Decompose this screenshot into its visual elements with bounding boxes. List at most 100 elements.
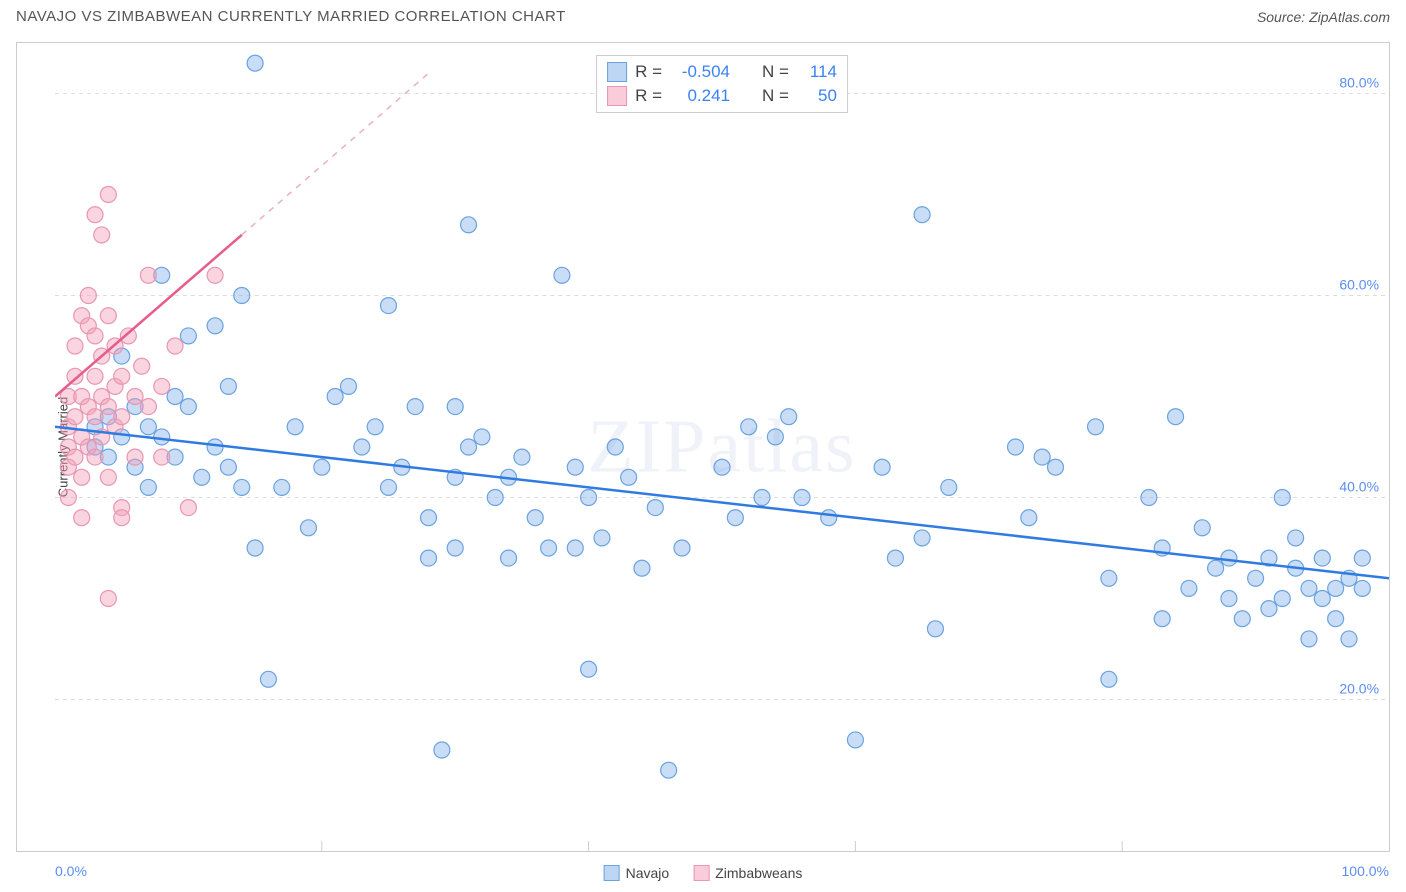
data-point xyxy=(260,671,276,687)
data-point xyxy=(180,328,196,344)
data-point xyxy=(1261,601,1277,617)
source-label: Source: xyxy=(1257,9,1305,25)
r-label: R = xyxy=(635,62,662,82)
data-point xyxy=(887,550,903,566)
data-point xyxy=(67,338,83,354)
data-point xyxy=(314,459,330,475)
data-point xyxy=(140,267,156,283)
legend-swatch-icon xyxy=(607,86,627,106)
data-point xyxy=(87,207,103,223)
data-point xyxy=(100,308,116,324)
data-point xyxy=(794,490,810,506)
data-point xyxy=(474,429,490,445)
data-point xyxy=(114,510,130,526)
data-point xyxy=(661,762,677,778)
data-point xyxy=(367,419,383,435)
r-label: R = xyxy=(635,86,662,106)
data-point xyxy=(1021,510,1037,526)
r-value: -0.504 xyxy=(670,62,730,82)
data-point xyxy=(100,591,116,607)
data-point xyxy=(1234,611,1250,627)
data-point xyxy=(100,399,116,415)
plot-area: 20.0%40.0%60.0%80.0% ZIPatlas R = -0.504… xyxy=(55,43,1389,851)
chart-title: NAVAJO VS ZIMBABWEAN CURRENTLY MARRIED C… xyxy=(16,8,566,25)
data-point xyxy=(234,288,250,304)
n-value: 50 xyxy=(797,86,837,106)
data-point xyxy=(234,479,250,495)
data-point xyxy=(274,479,290,495)
data-point xyxy=(381,298,397,314)
data-point xyxy=(874,459,890,475)
data-point xyxy=(634,560,650,576)
x-axis-label-max: 100.0% xyxy=(1342,863,1389,879)
data-point xyxy=(1181,580,1197,596)
data-point xyxy=(821,510,837,526)
legend-bottom: NavajoZimbabweans xyxy=(604,865,803,881)
data-point xyxy=(247,540,263,556)
legend-swatch-icon xyxy=(604,865,620,881)
legend-item: Navajo xyxy=(604,865,670,881)
legend-stats-row: R = -0.504 N = 114 xyxy=(607,60,837,84)
data-point xyxy=(1007,439,1023,455)
data-point xyxy=(421,550,437,566)
legend-stats-box: R = -0.504 N = 114 R = 0.241 N = 50 xyxy=(596,55,848,113)
data-point xyxy=(381,479,397,495)
data-point xyxy=(1341,631,1357,647)
n-label: N = xyxy=(762,62,789,82)
data-point xyxy=(87,328,103,344)
data-point xyxy=(220,378,236,394)
data-point xyxy=(94,227,110,243)
data-point xyxy=(541,540,557,556)
data-point xyxy=(74,469,90,485)
data-point xyxy=(741,419,757,435)
data-point xyxy=(247,55,263,71)
legend-swatch-icon xyxy=(607,62,627,82)
data-point xyxy=(1354,550,1370,566)
data-point xyxy=(1101,570,1117,586)
data-point xyxy=(100,469,116,485)
legend-swatch-icon xyxy=(693,865,709,881)
data-point xyxy=(1328,611,1344,627)
data-point xyxy=(487,490,503,506)
data-point xyxy=(127,449,143,465)
data-point xyxy=(647,500,663,516)
data-point xyxy=(327,389,343,405)
data-point xyxy=(1194,520,1210,536)
data-point xyxy=(607,439,623,455)
data-point xyxy=(1274,490,1290,506)
data-point xyxy=(300,520,316,536)
data-point xyxy=(927,621,943,637)
data-point xyxy=(581,490,597,506)
data-point xyxy=(554,267,570,283)
data-point xyxy=(127,389,143,405)
data-point xyxy=(207,267,223,283)
data-point xyxy=(594,530,610,546)
scatter-plot-svg: 20.0%40.0%60.0%80.0% xyxy=(55,43,1389,851)
data-point xyxy=(421,510,437,526)
data-point xyxy=(340,378,356,394)
data-point xyxy=(781,409,797,425)
data-point xyxy=(527,510,543,526)
data-point xyxy=(1088,419,1104,435)
data-point xyxy=(1141,490,1157,506)
data-point xyxy=(1301,631,1317,647)
data-point xyxy=(1168,409,1184,425)
data-point xyxy=(461,439,477,455)
data-point xyxy=(567,459,583,475)
data-point xyxy=(447,540,463,556)
y-tick-label: 60.0% xyxy=(1339,277,1379,293)
data-point xyxy=(100,187,116,203)
data-point xyxy=(727,510,743,526)
data-point xyxy=(1208,560,1224,576)
data-point xyxy=(180,500,196,516)
y-tick-label: 20.0% xyxy=(1339,681,1379,697)
data-point xyxy=(514,449,530,465)
data-point xyxy=(1248,570,1264,586)
data-point xyxy=(1328,580,1344,596)
data-point xyxy=(134,358,150,374)
data-point xyxy=(1154,611,1170,627)
data-point xyxy=(207,439,223,455)
data-point xyxy=(114,368,130,384)
data-point xyxy=(501,550,517,566)
data-point xyxy=(207,318,223,334)
